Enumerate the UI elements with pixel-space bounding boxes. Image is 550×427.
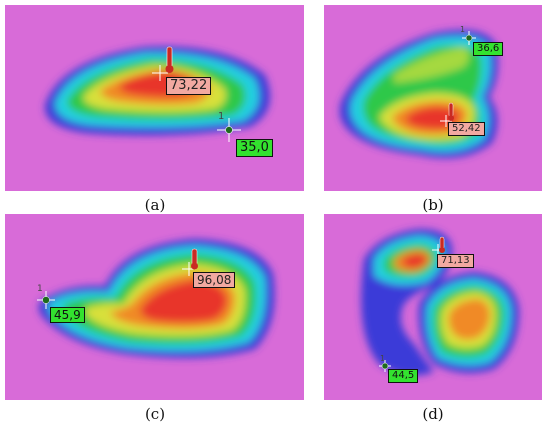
marker-number-b: 1 (460, 25, 466, 34)
min-temp-label-a: 35,0 (236, 139, 273, 157)
crosshair-max-d (432, 236, 445, 256)
marker-number-a: 1 (218, 111, 225, 122)
max-temp-label-b: 52,42 (448, 122, 485, 136)
crosshair-min-d (379, 360, 391, 372)
crosshair-min-b (462, 31, 476, 45)
thermal-map-d (324, 214, 542, 400)
min-temp-label-b: 36,6 (473, 42, 504, 56)
crosshair-max-b (440, 102, 454, 127)
crosshair-max-c (182, 248, 198, 276)
thermal-image-b: 1 52,42 36,6 (324, 5, 542, 191)
caption-a: (a) (144, 196, 166, 214)
thermal-image-d: 1 71,13 44,5 (324, 214, 542, 400)
crosshair-min-c (37, 291, 55, 309)
thermal-map-b (324, 5, 542, 191)
max-temp-label-a: 73,22 (166, 77, 212, 95)
crosshair-max-a (152, 46, 174, 81)
caption-b: (b) (422, 196, 444, 214)
thermal-map-a (5, 5, 304, 191)
min-temp-label-c: 45,9 (50, 307, 85, 324)
crosshair-min-a (217, 118, 241, 142)
marker-number-d: 1 (380, 354, 386, 363)
thermal-image-c: 1 96,08 45,9 (5, 214, 304, 400)
max-temp-label-d: 71,13 (437, 254, 474, 268)
caption-d: (d) (422, 405, 444, 423)
max-temp-label-c: 96,08 (193, 272, 236, 289)
thermal-image-a: 1 73,22 35,0 (5, 5, 304, 191)
thermal-map-c (5, 214, 304, 400)
marker-number-c: 1 (37, 284, 43, 294)
min-temp-label-d: 44,5 (388, 369, 419, 383)
caption-c: (c) (144, 405, 166, 423)
